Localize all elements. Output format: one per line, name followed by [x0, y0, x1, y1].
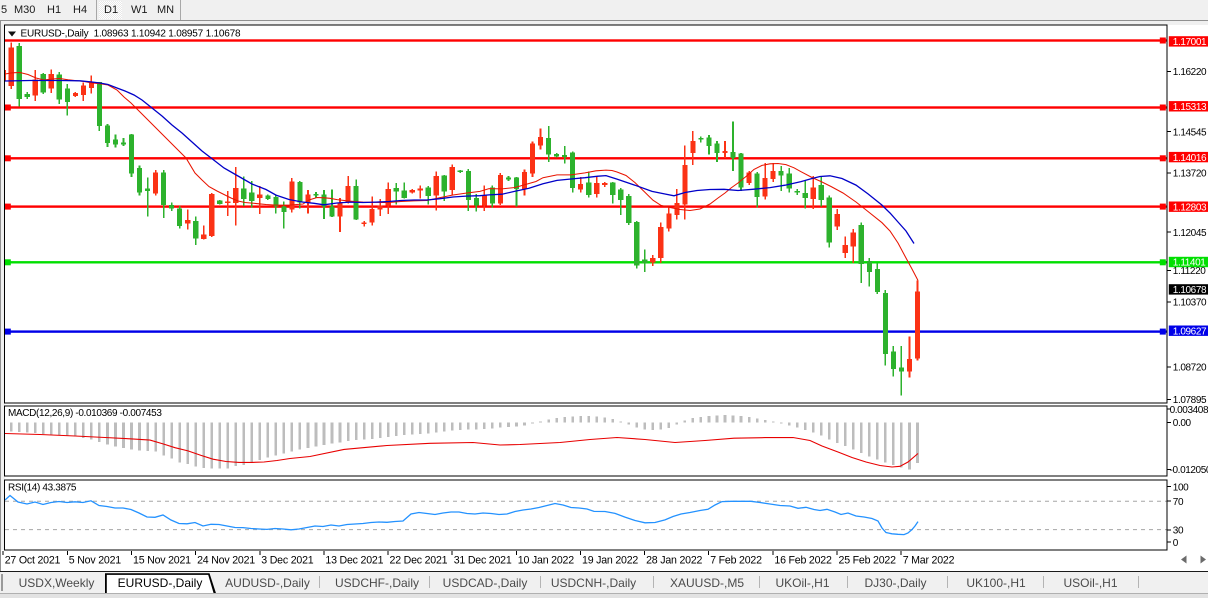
svg-text:1.10370: 1.10370 [1173, 298, 1207, 309]
svg-text:28 Jan 2022: 28 Jan 2022 [646, 554, 702, 566]
svg-text:1.07895: 1.07895 [1173, 395, 1207, 406]
svg-text:0: 0 [1173, 538, 1179, 549]
svg-text:1.14016: 1.14016 [1173, 153, 1207, 164]
svg-text:7 Mar 2022: 7 Mar 2022 [903, 554, 955, 566]
svg-text:1.15313: 1.15313 [1173, 102, 1207, 113]
svg-text:1.11220: 1.11220 [1173, 266, 1206, 277]
svg-text:1.08720: 1.08720 [1173, 363, 1207, 374]
svg-text:19 Jan 2022: 19 Jan 2022 [582, 554, 638, 566]
svg-text:EURUSD-,Daily 1.08963 1.10942: EURUSD-,Daily 1.08963 1.10942 1.08957 1.… [21, 29, 241, 40]
svg-text:15 Nov 2021: 15 Nov 2021 [133, 554, 191, 566]
svg-text:5 Nov 2021: 5 Nov 2021 [69, 554, 121, 566]
svg-text:MACD(12,26,9) -0.010369 -0.007: MACD(12,26,9) -0.010369 -0.007453 [8, 408, 162, 419]
svg-text:-0.012050: -0.012050 [1170, 465, 1208, 476]
svg-text:70: 70 [1173, 497, 1184, 508]
svg-text:7 Feb 2022: 7 Feb 2022 [710, 554, 762, 566]
svg-text:0.003408: 0.003408 [1170, 405, 1208, 416]
svg-text:10 Jan 2022: 10 Jan 2022 [518, 554, 574, 566]
svg-text:1.17001: 1.17001 [1173, 37, 1207, 48]
svg-text:1.14545: 1.14545 [1173, 127, 1207, 138]
svg-text:22 Dec 2021: 22 Dec 2021 [390, 554, 448, 566]
svg-text:27 Oct 2021: 27 Oct 2021 [5, 554, 61, 566]
svg-text:0.00: 0.00 [1173, 418, 1192, 429]
svg-text:1.10678: 1.10678 [1173, 285, 1207, 296]
svg-text:31 Dec 2021: 31 Dec 2021 [454, 554, 512, 566]
svg-text:1.11401: 1.11401 [1173, 258, 1206, 269]
svg-text:100: 100 [1173, 482, 1189, 493]
svg-text:1.09627: 1.09627 [1173, 326, 1207, 337]
svg-text:30: 30 [1173, 526, 1184, 537]
svg-text:24 Nov 2021: 24 Nov 2021 [197, 554, 255, 566]
svg-text:1.16220: 1.16220 [1173, 67, 1207, 78]
svg-text:1.12803: 1.12803 [1173, 202, 1207, 213]
svg-text:25 Feb 2022: 25 Feb 2022 [839, 554, 897, 566]
svg-text:16 Feb 2022: 16 Feb 2022 [774, 554, 832, 566]
svg-text:1.13720: 1.13720 [1173, 169, 1207, 180]
svg-text:3 Dec 2021: 3 Dec 2021 [261, 554, 313, 566]
svg-text:13 Dec 2021: 13 Dec 2021 [325, 554, 383, 566]
svg-text:RSI(14) 43.3875: RSI(14) 43.3875 [8, 483, 77, 494]
svg-text:1.12045: 1.12045 [1173, 228, 1207, 239]
